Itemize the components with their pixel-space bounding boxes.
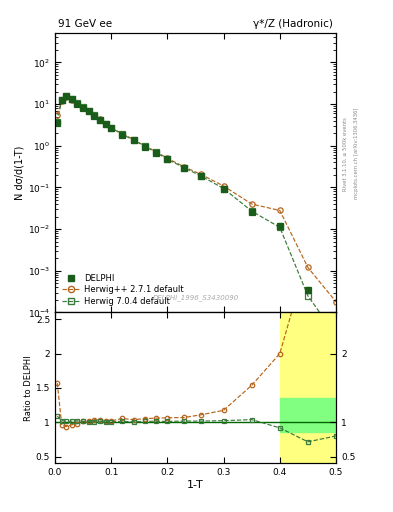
Bar bbox=[280, 398, 336, 433]
Y-axis label: N dσ/d(1-T): N dσ/d(1-T) bbox=[15, 146, 25, 200]
Text: DELPHI_1996_S3430090: DELPHI_1996_S3430090 bbox=[152, 294, 239, 301]
Y-axis label: Ratio to DELPHI: Ratio to DELPHI bbox=[24, 355, 33, 421]
Legend: DELPHI, Herwig++ 2.7.1 default, Herwig 7.0.4 default: DELPHI, Herwig++ 2.7.1 default, Herwig 7… bbox=[59, 271, 186, 308]
X-axis label: 1-T: 1-T bbox=[187, 480, 204, 490]
Bar bbox=[280, 312, 336, 463]
Text: 91 GeV ee: 91 GeV ee bbox=[58, 19, 112, 29]
Text: mcplots.cern.ch [arXiv:1306.3436]: mcplots.cern.ch [arXiv:1306.3436] bbox=[354, 108, 359, 199]
Text: γ*/Z (Hadronic): γ*/Z (Hadronic) bbox=[253, 19, 333, 29]
Text: Rivet 3.1.10, ≥ 500k events: Rivet 3.1.10, ≥ 500k events bbox=[343, 117, 348, 190]
